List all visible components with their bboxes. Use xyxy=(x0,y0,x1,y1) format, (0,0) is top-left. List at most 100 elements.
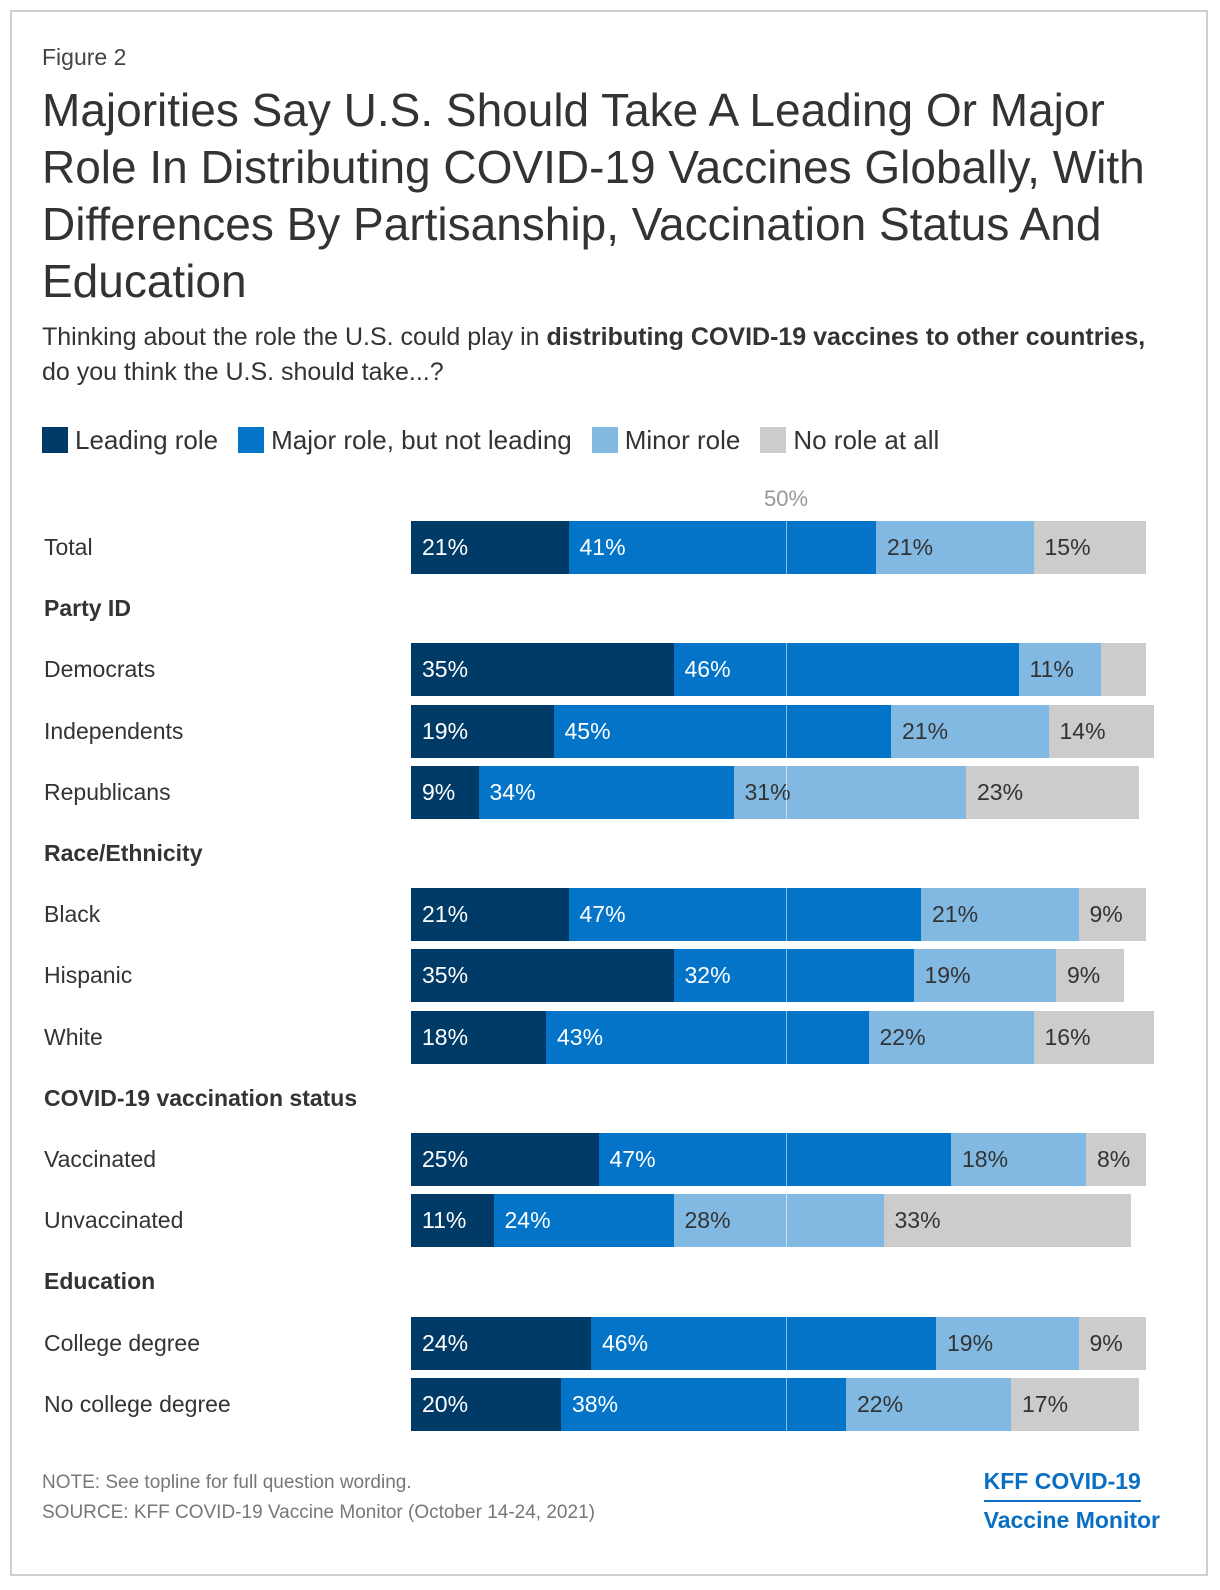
bar-segment-none xyxy=(1101,643,1146,697)
brand-line-1: KFF COVID-19 xyxy=(983,1463,1141,1502)
bar-segment-none: 9% xyxy=(1078,888,1146,942)
data-label-leading: 25% xyxy=(422,1146,469,1172)
bar-segment-leading: 9% xyxy=(411,765,479,819)
bar-segment-leading: 19% xyxy=(411,704,554,758)
legend-item-none: No role at all xyxy=(760,425,939,456)
legend-label-leading: Leading role xyxy=(75,424,219,455)
data-label-minor: 22% xyxy=(857,1390,904,1417)
reference-line-50 xyxy=(786,1194,787,1248)
group-header: COVID-19 vaccination status xyxy=(44,1084,358,1111)
data-label-none: 16% xyxy=(1044,1023,1091,1050)
bar-segment-leading: 35% xyxy=(411,643,674,697)
group-header: Party ID xyxy=(44,595,131,622)
legend-label-none: No role at all xyxy=(793,424,940,455)
reference-line-50 xyxy=(786,643,787,697)
row-label: College degree xyxy=(44,1329,201,1356)
data-label-leading: 11% xyxy=(422,1207,467,1234)
data-label-minor: 31% xyxy=(744,778,791,805)
subtitle-text-1: Thinking about the role the U.S. could p… xyxy=(42,323,547,351)
data-label-major: 47% xyxy=(609,1146,656,1172)
data-label-leading: 35% xyxy=(422,962,469,989)
data-label-minor: 11% xyxy=(1029,656,1074,683)
reference-line-50 xyxy=(786,1316,787,1370)
bar-segment-major: 32% xyxy=(673,949,914,1003)
bar-segment-none: 15% xyxy=(1033,521,1146,574)
chart-subtitle: Thinking about the role the U.S. could p… xyxy=(42,320,1162,390)
bar-segment-major: 47% xyxy=(568,888,921,942)
bar-segment-none: 9% xyxy=(1056,949,1124,1003)
legend-swatch-major xyxy=(238,427,265,453)
legend-swatch-none xyxy=(760,427,787,453)
data-label-minor: 19% xyxy=(947,1329,994,1356)
data-label-minor: 21% xyxy=(932,901,979,928)
bar-segment-leading: 25% xyxy=(411,1133,599,1186)
legend-label-major: Major role, but not leading xyxy=(271,424,572,455)
bar-segment-minor: 22% xyxy=(846,1377,1011,1431)
legend-swatch-leading xyxy=(42,427,68,453)
bar-segment-minor: 11% xyxy=(1018,643,1101,697)
data-label-major: 47% xyxy=(579,901,626,928)
data-label-minor: 28% xyxy=(684,1207,731,1234)
bar-segment-major: 46% xyxy=(673,643,1019,697)
data-label-none: 14% xyxy=(1059,717,1106,744)
bar-segment-minor: 19% xyxy=(913,949,1056,1003)
data-label-major: 32% xyxy=(684,962,731,989)
row-label: Total xyxy=(44,534,93,560)
row-label: Republicans xyxy=(44,778,171,805)
reference-line-label: 50% xyxy=(763,486,809,511)
bar-segment-major: 43% xyxy=(546,1010,869,1064)
bar-segment-none: 17% xyxy=(1011,1377,1139,1431)
data-label-none: 9% xyxy=(1089,901,1123,928)
data-label-minor: 22% xyxy=(879,1023,926,1050)
bar-segment-minor: 18% xyxy=(951,1133,1086,1186)
bar-segment-major: 38% xyxy=(561,1377,846,1431)
legend-item-major: Major role, but not leading xyxy=(238,425,572,456)
data-label-none: 15% xyxy=(1044,534,1091,560)
row-label: Black xyxy=(44,901,101,928)
bar-segment-none: 8% xyxy=(1086,1133,1146,1186)
bar-segment-leading: 21% xyxy=(411,521,569,574)
subtitle-text-2: do you think the U.S. should take...? xyxy=(42,358,444,386)
reference-line-50 xyxy=(786,1133,787,1186)
data-label-leading: 18% xyxy=(422,1023,469,1050)
bar-segment-none: 23% xyxy=(966,765,1139,819)
brand-logo: KFF COVID-19 Vaccine Monitor xyxy=(983,1463,1160,1538)
row-label: Vaccinated xyxy=(44,1146,157,1172)
reference-line-50 xyxy=(786,1010,787,1064)
bar-segment-none: 16% xyxy=(1033,1010,1154,1064)
row-label: Unvaccinated xyxy=(44,1207,184,1234)
data-label-major: 38% xyxy=(572,1390,619,1417)
data-label-leading: 21% xyxy=(422,534,469,560)
data-label-minor: 18% xyxy=(962,1146,1009,1172)
bar-segment-minor: 19% xyxy=(936,1316,1079,1370)
data-label-minor: 19% xyxy=(924,962,971,989)
bar-segment-leading: 20% xyxy=(411,1377,561,1431)
row-label: Independents xyxy=(44,717,184,744)
data-label-none: 17% xyxy=(1022,1390,1069,1417)
note-text: NOTE: See topline for full question word… xyxy=(42,1472,412,1493)
data-label-leading: 35% xyxy=(422,656,469,683)
bar-segment-minor: 21% xyxy=(891,704,1049,758)
bar-segment-minor: 31% xyxy=(733,765,966,819)
data-label-none: 9% xyxy=(1089,1329,1123,1356)
reference-line-50 xyxy=(786,704,787,758)
bar-segment-none: 14% xyxy=(1048,704,1154,758)
data-label-leading: 21% xyxy=(422,901,469,928)
group-header: Race/Ethnicity xyxy=(44,840,203,866)
legend-item-minor: Minor role xyxy=(591,425,740,456)
data-label-none: 33% xyxy=(894,1207,941,1234)
bar-segment-none: 9% xyxy=(1078,1316,1146,1370)
bar-segment-leading: 24% xyxy=(411,1316,591,1370)
data-label-leading: 24% xyxy=(422,1329,469,1356)
bar-segment-leading: 11% xyxy=(411,1194,494,1248)
figure-label: Figure 2 xyxy=(42,44,127,70)
legend-item-leading: Leading role xyxy=(42,425,218,456)
data-label-major: 24% xyxy=(504,1207,551,1234)
data-label-major: 45% xyxy=(564,717,611,744)
bar-segment-major: 24% xyxy=(493,1194,674,1248)
group-header: Education xyxy=(44,1268,156,1295)
reference-line-50 xyxy=(786,765,787,819)
bar-segment-major: 34% xyxy=(478,765,734,819)
bar-segment-leading: 21% xyxy=(411,888,569,942)
chart-title: Majorities Say U.S. Should Take A Leadin… xyxy=(42,84,1145,307)
